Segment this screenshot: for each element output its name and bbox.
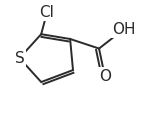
Text: OH: OH xyxy=(112,22,135,37)
Text: O: O xyxy=(99,69,111,83)
Text: Cl: Cl xyxy=(40,5,54,20)
Text: S: S xyxy=(15,51,24,66)
